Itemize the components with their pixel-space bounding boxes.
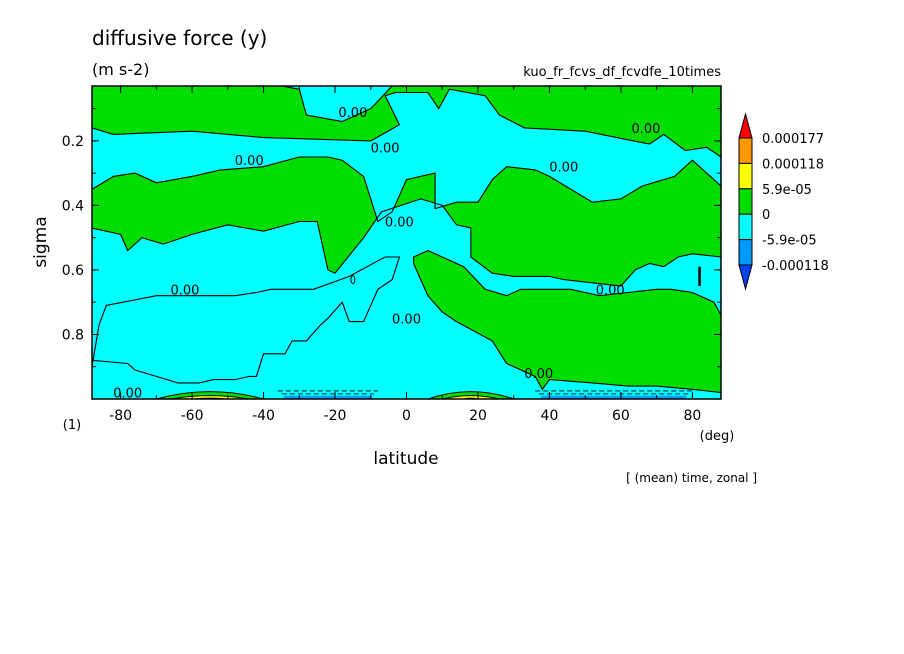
chart-title: diffusive force (y) xyxy=(92,26,267,50)
chart-units: (m s-2) xyxy=(92,60,149,79)
negative-region-2 xyxy=(92,89,721,222)
legend-swatch xyxy=(738,239,753,266)
x-tick-label: 0 xyxy=(402,408,411,424)
legend-swatch xyxy=(738,213,753,241)
contour-label: 0.00 xyxy=(631,122,660,137)
x-tick-label: -60 xyxy=(181,408,204,424)
legend-swatch-max xyxy=(738,112,753,139)
y-tick-label: 0.4 xyxy=(62,198,84,214)
dataset-name: kuo_fr_fcvs_df_fcvdfe_10times xyxy=(523,65,721,80)
legend-level-label: -0.000118 xyxy=(762,259,829,274)
x-tick-label: -20 xyxy=(324,408,347,424)
y-tick-label: 0.8 xyxy=(62,327,84,343)
negative-region-3 xyxy=(92,198,721,399)
zero-contour-2 xyxy=(92,88,721,223)
small-contour-island xyxy=(350,275,356,285)
plot-area: 0.00 0.00 0.00 0.00 0.00 0.00 0.00 0.00 0.00 0.00… xyxy=(92,86,721,399)
y-tick-label: 0.2 xyxy=(62,134,84,150)
zero-contour-1 xyxy=(92,86,393,123)
negative-band-0 xyxy=(283,395,372,399)
contour-label: 0.00 xyxy=(338,106,367,121)
x-axis-unit: (deg) xyxy=(700,429,735,444)
negative-region-1 xyxy=(92,86,393,122)
footer-note: [ (mean) time, zonal ] xyxy=(626,471,757,485)
y-axis-unit: (1) xyxy=(63,418,81,433)
color-legend: 0.000177 0.000118 5.9e-05 0 -5.9e-05 -0.00011… xyxy=(738,112,829,291)
contour-label: 0.00 xyxy=(596,283,625,298)
legend-swatch xyxy=(738,188,753,215)
legend-level-label: 0.000118 xyxy=(762,157,824,172)
x-tick-label: 60 xyxy=(612,408,630,424)
contour-label: 0.00 xyxy=(385,216,414,231)
y-axis-label: sigma xyxy=(31,216,51,267)
legend-level-label: 0.000177 xyxy=(762,132,824,147)
contour-label: 0.00 xyxy=(549,161,578,176)
x-tick-label: 80 xyxy=(683,408,701,424)
x-tick-label: -80 xyxy=(109,408,132,424)
contour-label: 0.00 xyxy=(235,154,264,169)
legend-level-label: 0 xyxy=(762,208,770,223)
legend-level-label: -5.9e-05 xyxy=(762,234,817,249)
x-tick-label: 20 xyxy=(469,408,487,424)
y-tick-label: 0.6 xyxy=(62,263,84,279)
contour-label: 0.00 xyxy=(524,367,553,382)
contour-label: 0.00 xyxy=(170,283,199,298)
legend-swatch-min xyxy=(738,264,753,291)
legend-swatch xyxy=(738,137,753,164)
zero-contour-3 xyxy=(92,198,721,399)
x-axis-label: latitude xyxy=(373,449,438,469)
negative-band-1 xyxy=(541,395,687,399)
x-tick-label: 40 xyxy=(541,408,559,424)
legend-level-label: 5.9e-05 xyxy=(762,183,812,198)
legend-swatch xyxy=(738,162,753,190)
contour-label: 0.00 xyxy=(371,141,400,156)
contour-label: 0.00 xyxy=(392,312,421,327)
x-tick-label: -40 xyxy=(252,408,275,424)
